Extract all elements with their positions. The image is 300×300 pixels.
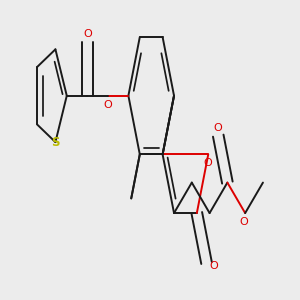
Text: O: O xyxy=(239,217,248,227)
Text: S: S xyxy=(51,136,60,148)
Text: O: O xyxy=(83,29,92,39)
Text: O: O xyxy=(214,123,223,133)
Text: O: O xyxy=(209,261,218,271)
Text: O: O xyxy=(204,158,213,168)
Text: O: O xyxy=(103,100,112,110)
